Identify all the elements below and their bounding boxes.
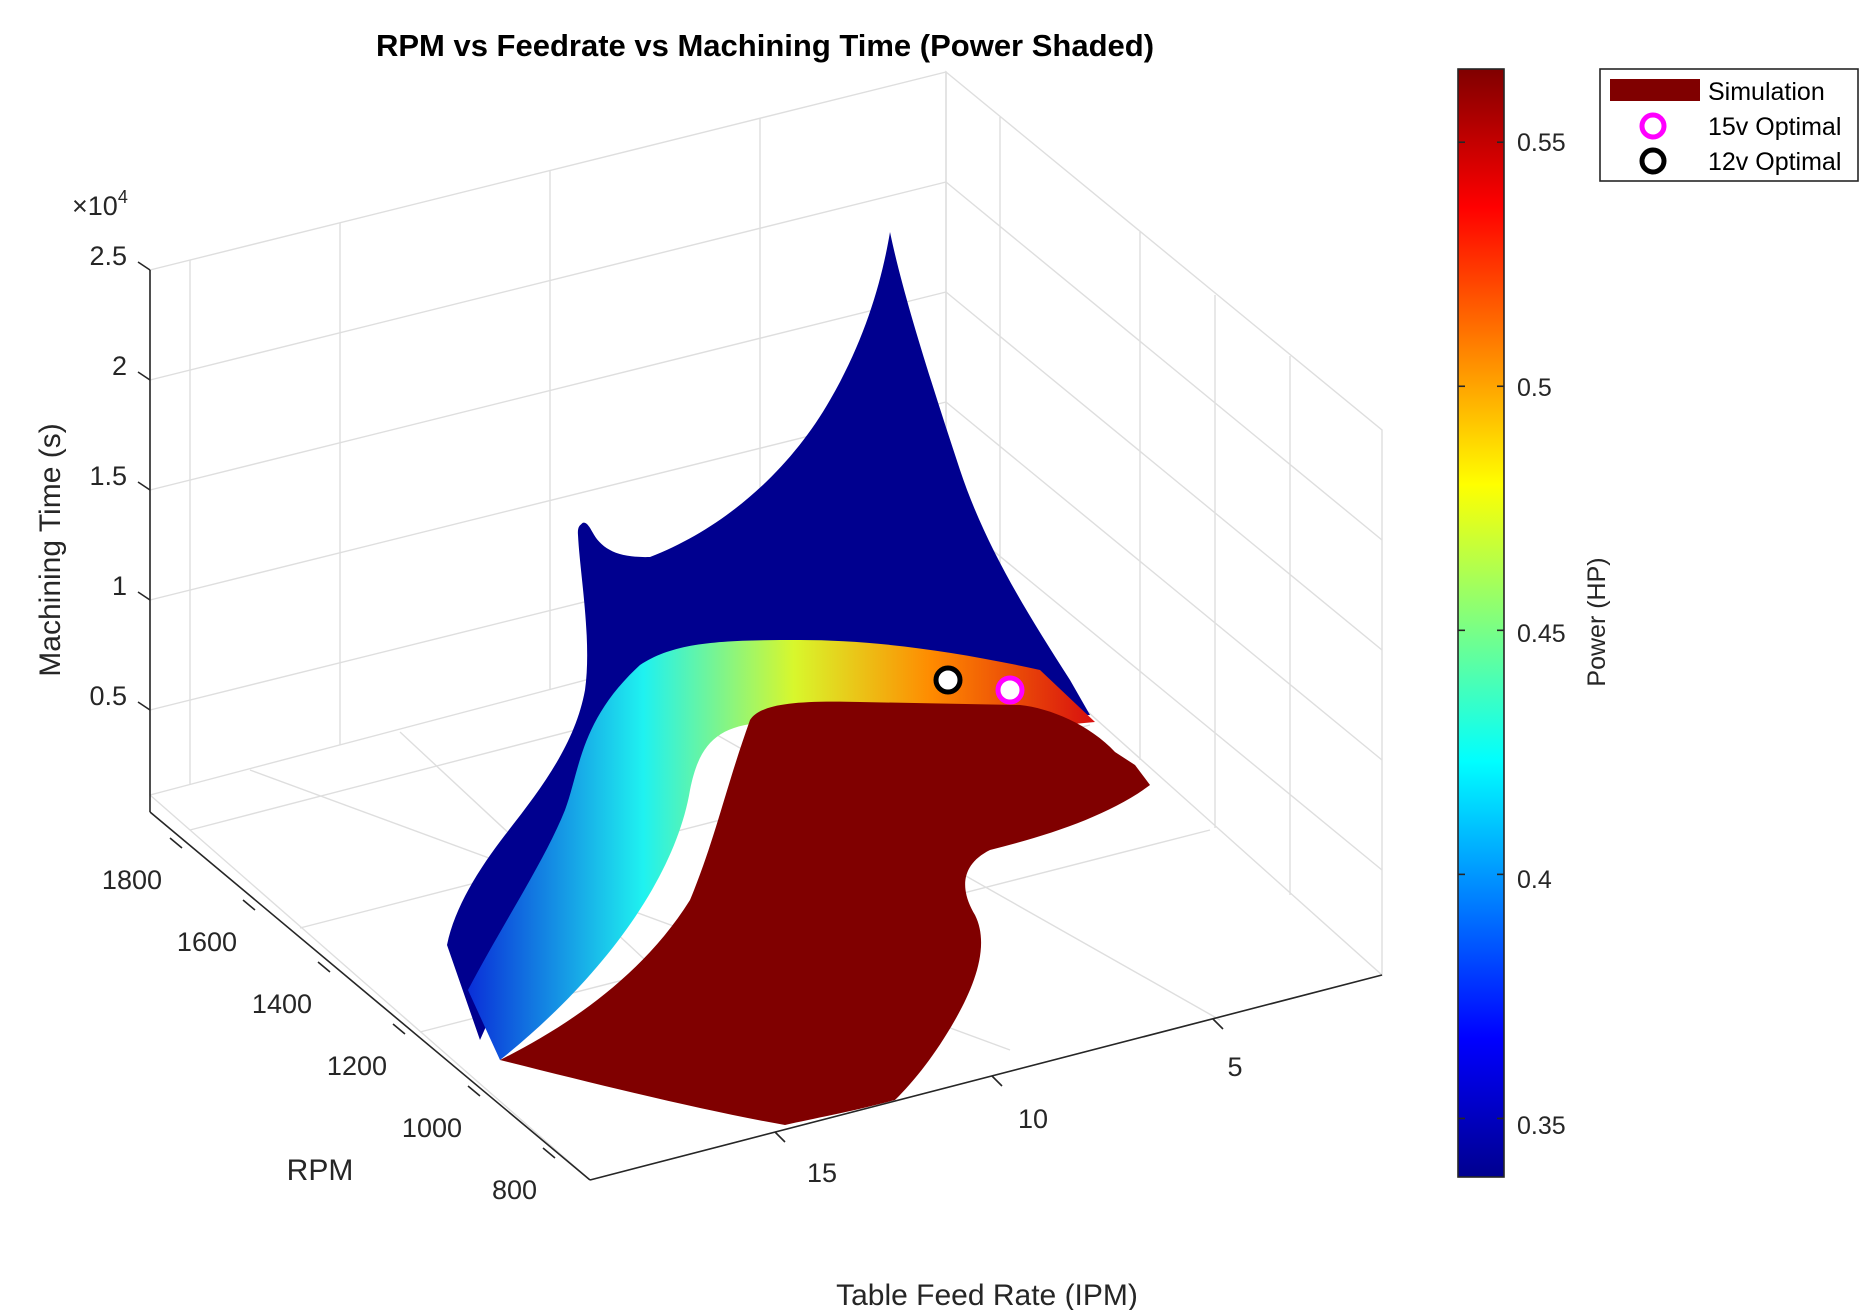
z-axis: 2.5 2 1.5 1 0.5 ×104 Machining Time (s) xyxy=(34,187,151,812)
y-axis: 1800 1600 1400 1200 1000 800 RPM xyxy=(102,811,591,1205)
colorbar: 0.55 0.5 0.45 0.4 0.35 Power (HP) xyxy=(1457,68,1611,1178)
y-tick-label: 1200 xyxy=(327,1051,387,1081)
legend-label-15v-optimal: 15v Optimal xyxy=(1708,113,1841,141)
x-axis-label: Table Feed Rate (IPM) xyxy=(836,1279,1138,1310)
y-tick-label: 1400 xyxy=(252,989,312,1019)
z-tick-label: 2 xyxy=(112,351,127,381)
y-tick-label: 1800 xyxy=(102,865,162,895)
y-axis-label: RPM xyxy=(287,1154,354,1187)
marker-15v-optimal xyxy=(995,675,1025,705)
marker-12v-optimal xyxy=(933,665,963,695)
x-tick-label: 10 xyxy=(1018,1104,1048,1134)
x-axis: 5 10 15 Table Feed Rate (IPM) xyxy=(589,974,1383,1310)
legend-swatch-12v-optimal xyxy=(1639,147,1667,175)
z-exponent: ×10 xyxy=(72,191,118,221)
legend-swatch-15v-optimal xyxy=(1639,112,1667,140)
legend: Simulation 15v Optimal 12v Optimal xyxy=(1599,68,1859,182)
x-tick-label: 5 xyxy=(1227,1052,1242,1082)
z-tick-label: 0.5 xyxy=(89,681,127,711)
z-tick-label: 2.5 xyxy=(89,241,127,271)
colorbar-label: Power (HP) xyxy=(1583,557,1611,686)
colorbar-tick-label: 0.45 xyxy=(1517,620,1566,648)
surface-high-power-region xyxy=(500,701,1150,1125)
chart-title: RPM vs Feedrate vs Machining Time (Power… xyxy=(376,28,1154,63)
surface-transition-band xyxy=(468,640,1095,1060)
legend-swatch-simulation xyxy=(1610,79,1700,101)
legend-label-simulation: Simulation xyxy=(1708,78,1825,106)
x-tick-label: 15 xyxy=(807,1158,837,1188)
surface-simulation xyxy=(447,232,1150,1125)
colorbar-tick-label: 0.55 xyxy=(1517,129,1566,157)
y-tick-label: 1600 xyxy=(177,927,237,957)
y-tick-label: 800 xyxy=(492,1175,537,1205)
colorbar-tick-label: 0.35 xyxy=(1517,1112,1566,1140)
colorbar-tick-label: 0.5 xyxy=(1517,374,1552,402)
colorbar-tick-label: 0.4 xyxy=(1517,866,1552,894)
z-tick-label: 1 xyxy=(112,571,127,601)
z-axis-label: Machining Time (s) xyxy=(34,423,67,676)
y-tick-label: 1000 xyxy=(402,1113,462,1143)
svg-text:×104: ×104 xyxy=(72,187,128,221)
surface-low-power-region xyxy=(447,232,1090,1040)
legend-label-12v-optimal: 12v Optimal xyxy=(1708,148,1841,176)
z-tick-label: 1.5 xyxy=(89,461,127,491)
z-exponent-power: 4 xyxy=(118,187,128,207)
